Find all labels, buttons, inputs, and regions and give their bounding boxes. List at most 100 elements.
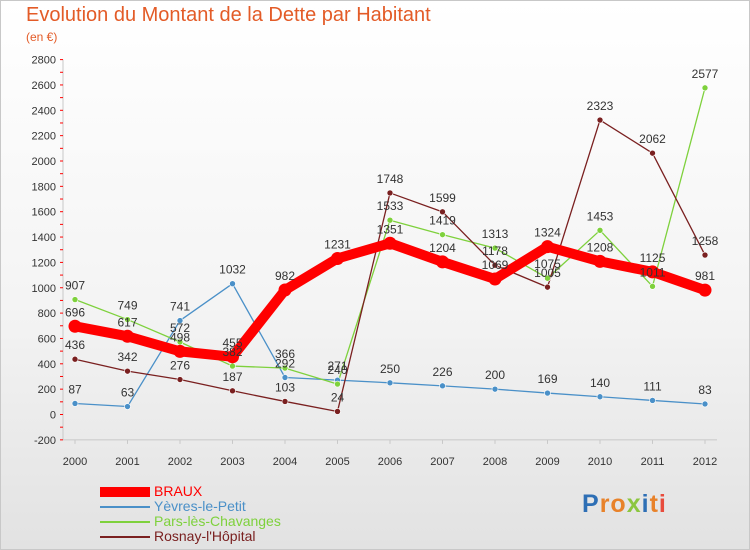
- axes: -200 0 200 400 600 800 1000 1200 1400 1600 1800 200…: [32, 55, 718, 468]
- data-point: [383, 236, 397, 250]
- data-point: [698, 283, 712, 297]
- data-point: [281, 398, 289, 405]
- data-label: 342: [117, 350, 137, 364]
- data-point: [121, 329, 134, 343]
- data-point: [331, 251, 344, 265]
- data-point: [229, 362, 236, 370]
- data-label: 366: [275, 347, 295, 361]
- y-tick-label: 2400: [32, 105, 56, 117]
- data-point: [439, 208, 446, 216]
- y-tick-label: 1000: [32, 283, 56, 295]
- data-label: 2577: [692, 67, 719, 81]
- data-label: 1032: [219, 263, 246, 277]
- data-label: 1324: [534, 226, 561, 240]
- data-label: 749: [117, 299, 137, 313]
- data-label: 1419: [429, 214, 456, 228]
- data-point: [596, 393, 604, 401]
- data-point: [649, 283, 656, 290]
- data-label: 617: [117, 315, 137, 329]
- data-label: 1258: [692, 234, 719, 248]
- y-tick-label: 800: [38, 308, 56, 320]
- data-point: [71, 400, 79, 407]
- data-point: [124, 367, 131, 375]
- logo-letter: i: [658, 490, 667, 518]
- data-label: 271: [327, 359, 347, 373]
- logo-letter: i: [641, 490, 650, 518]
- data-point: [229, 280, 236, 287]
- x-tick-label: 2002: [168, 456, 192, 468]
- x-tick-label: 2011: [641, 456, 665, 468]
- data-label: 1453: [587, 209, 614, 223]
- legend-swatch: [100, 535, 150, 538]
- data-point: [596, 116, 604, 124]
- data-label: 169: [537, 372, 557, 386]
- data-label: 187: [222, 370, 242, 384]
- legend-label: Rosnay-l'Hôpital: [154, 528, 256, 544]
- data-label: 24: [331, 390, 345, 404]
- legend-swatch: [100, 520, 150, 523]
- y-tick-label: 400: [38, 359, 56, 371]
- data-point: [68, 319, 82, 333]
- y-tick-label: 1800: [32, 181, 56, 193]
- data-label: 1533: [377, 199, 404, 213]
- x-tick-label: 2005: [325, 456, 349, 468]
- x-tick-label: 2008: [483, 456, 507, 468]
- data-point: [646, 265, 659, 279]
- data-point: [544, 283, 551, 291]
- data-point: [176, 376, 184, 383]
- data-point: [281, 364, 289, 372]
- y-tick-label: 1400: [32, 232, 56, 244]
- data-label: 1204: [429, 241, 456, 255]
- data-point: [124, 316, 131, 323]
- data-label: 498: [170, 330, 190, 344]
- y-tick-label: 2000: [32, 156, 56, 168]
- data-label: 2062: [639, 132, 666, 146]
- data-label: 63: [121, 386, 135, 400]
- data-label: 240: [327, 363, 347, 377]
- chart-title: Evolution du Montant de la Dette par Hab…: [26, 4, 431, 26]
- data-label: 292: [275, 356, 295, 370]
- data-label: 83: [698, 383, 712, 397]
- data-label: 382: [222, 345, 242, 359]
- data-point: [596, 227, 604, 234]
- y-tick-label: 2800: [32, 55, 56, 67]
- data-label: 981: [695, 269, 715, 283]
- data-label: 111: [643, 379, 662, 393]
- logo-letter: x: [626, 490, 642, 518]
- data-point: [491, 244, 499, 252]
- x-tick-label: 2004: [273, 456, 297, 468]
- data-label: 741: [170, 300, 190, 314]
- data-label: 1125: [640, 251, 666, 265]
- data-point: [281, 374, 289, 381]
- legend-label: Pars-lès-Chavanges: [154, 513, 281, 529]
- data-label: 140: [590, 376, 610, 390]
- data-point: [124, 403, 131, 410]
- data-label: 276: [170, 359, 190, 373]
- data-label: 87: [68, 382, 82, 396]
- data-point: [701, 400, 709, 408]
- data-label: 1069: [482, 258, 509, 272]
- data-point: [593, 254, 607, 268]
- data-point: [386, 379, 394, 387]
- data-point: [226, 350, 239, 364]
- data-label: 1075: [534, 257, 561, 271]
- x-tick-label: 2006: [378, 456, 402, 468]
- data-point: [649, 397, 656, 404]
- data-point: [386, 216, 394, 224]
- logo-letter: r: [599, 490, 611, 518]
- data-label: 1178: [482, 244, 508, 258]
- data-label: 226: [432, 365, 452, 379]
- data-point: [386, 189, 394, 197]
- y-tick-label: 600: [38, 333, 56, 345]
- data-point: [439, 382, 446, 390]
- data-point: [439, 231, 446, 238]
- data-point: [541, 240, 554, 254]
- data-point: [436, 255, 449, 269]
- data-label: 1011: [640, 265, 666, 279]
- data-label: 103: [275, 380, 295, 394]
- legend-swatch: [100, 486, 150, 497]
- data-labels: 696 617 498 455 982 1231 1351 1204 1069 1324 1208 1…: [65, 67, 719, 405]
- data-point: [229, 387, 236, 395]
- logo-letter: t: [649, 490, 659, 518]
